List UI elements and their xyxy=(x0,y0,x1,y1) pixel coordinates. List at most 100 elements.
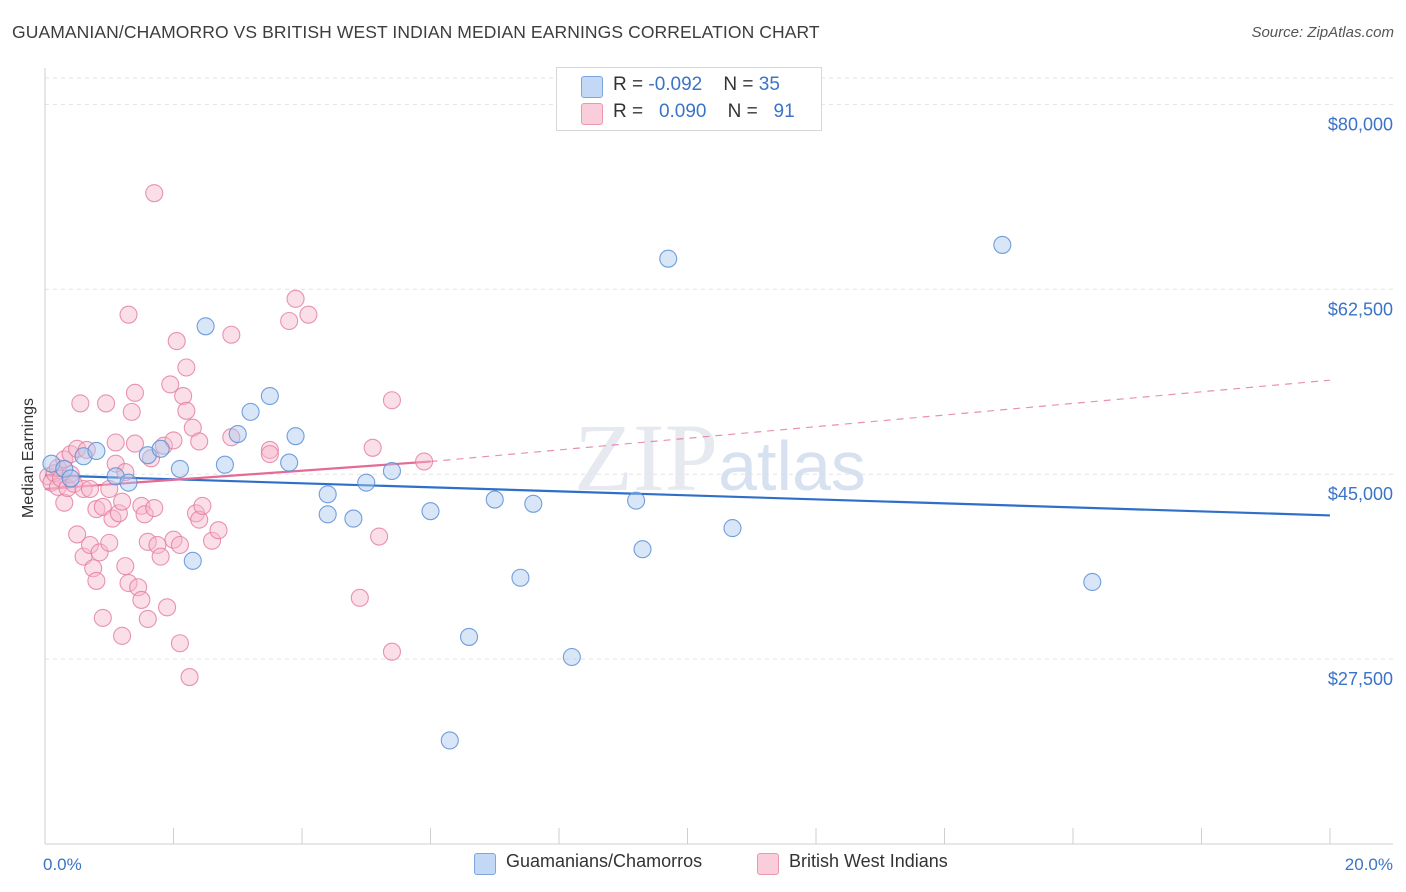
data-point xyxy=(260,445,279,464)
trend-line-guamanians xyxy=(44,474,1331,517)
data-point xyxy=(280,311,299,331)
legend-swatch-blue xyxy=(581,76,603,98)
chart-title: GUAMANIAN/CHAMORRO VS BRITISH WEST INDIA… xyxy=(12,22,820,42)
data-point xyxy=(151,439,170,458)
data-point xyxy=(174,386,193,406)
data-point xyxy=(68,525,87,544)
data-point xyxy=(138,532,157,551)
data-point xyxy=(164,431,183,450)
data-point xyxy=(145,498,164,518)
data-point xyxy=(61,469,80,488)
series-british-west-indians xyxy=(39,184,434,687)
data-point xyxy=(116,557,135,576)
legend-label-guamanians: Guamanians/Chamorros xyxy=(506,851,703,871)
legend-r-label: R = xyxy=(613,74,649,95)
data-point xyxy=(87,441,106,461)
data-point xyxy=(203,531,222,550)
source-label: Source: ZipAtlas.com xyxy=(1251,24,1394,41)
data-point xyxy=(370,527,389,546)
data-point xyxy=(382,642,402,661)
data-point xyxy=(119,573,138,593)
data-point xyxy=(193,496,212,515)
data-point xyxy=(87,571,106,590)
data-point xyxy=(228,425,247,444)
legend-label-british-west-indians: British West Indians xyxy=(789,851,948,871)
data-point xyxy=(109,504,128,523)
data-point xyxy=(357,473,376,492)
watermark: ZIPatlas xyxy=(574,404,866,511)
data-point xyxy=(723,519,742,538)
data-point xyxy=(280,453,299,472)
data-point xyxy=(96,394,116,413)
legend-n-value: 91 xyxy=(773,101,795,122)
legend-r-value: -0.092 xyxy=(648,74,703,95)
data-point xyxy=(170,535,189,555)
data-point xyxy=(93,497,112,517)
tick-labels: $27,500 $45,000 $62,500 $80,000 0.0% 20.0% xyxy=(43,114,1393,874)
data-point xyxy=(382,461,402,481)
data-point xyxy=(74,479,93,499)
data-point xyxy=(286,427,305,446)
data-point xyxy=(993,235,1012,254)
data-point xyxy=(350,588,369,607)
data-point xyxy=(148,535,167,555)
data-point xyxy=(167,332,186,351)
y-tick-label: $45,000 xyxy=(1328,484,1393,504)
trend-lines xyxy=(44,379,1331,517)
legend-n-value: 35 xyxy=(758,74,780,95)
data-point xyxy=(113,492,132,511)
data-point xyxy=(106,433,125,452)
data-point xyxy=(116,463,135,482)
data-point xyxy=(151,547,170,566)
data-point xyxy=(318,505,337,524)
legend-r-value: 0.090 xyxy=(658,101,707,122)
legend-swatch-pink xyxy=(581,103,603,125)
data-point xyxy=(100,533,119,552)
data-point xyxy=(421,502,440,521)
data-point xyxy=(241,402,260,421)
data-point xyxy=(382,391,402,410)
data-point xyxy=(158,598,177,617)
data-point xyxy=(415,452,434,471)
data-point xyxy=(286,289,305,308)
data-point xyxy=(177,358,196,377)
y-tick-label: $80,000 xyxy=(1328,114,1393,134)
y-tick-label: $62,500 xyxy=(1328,299,1393,319)
data-point xyxy=(190,432,209,451)
data-point xyxy=(113,626,132,645)
x-tick-label: 20.0% xyxy=(1345,855,1393,874)
data-point xyxy=(627,491,646,510)
data-point xyxy=(183,551,202,570)
gridlines xyxy=(45,77,1393,660)
data-point xyxy=(170,459,189,478)
data-point xyxy=(125,383,144,402)
data-point xyxy=(633,540,652,559)
series-guamanians-chamorros xyxy=(42,235,1102,750)
data-point xyxy=(119,305,138,324)
data-point xyxy=(177,401,196,420)
data-point xyxy=(90,543,109,562)
data-point xyxy=(80,535,100,555)
data-point xyxy=(260,440,279,459)
data-point xyxy=(511,568,530,587)
data-point xyxy=(145,184,164,203)
data-point xyxy=(132,590,151,609)
data-point xyxy=(119,473,138,492)
data-point xyxy=(344,509,363,528)
trend-line-british-west-indians-extended xyxy=(430,379,1331,463)
data-point xyxy=(524,494,543,513)
data-point xyxy=(135,505,154,524)
data-point xyxy=(125,434,144,453)
x-tick-label: 0.0% xyxy=(43,855,82,874)
data-point xyxy=(170,634,189,653)
data-point xyxy=(1083,572,1102,592)
data-point xyxy=(68,439,87,458)
data-point xyxy=(215,455,234,474)
data-point xyxy=(562,647,581,667)
data-point xyxy=(180,668,199,687)
data-point xyxy=(93,608,112,627)
data-point xyxy=(209,521,228,540)
legend-n-label: N = xyxy=(727,101,763,122)
data-point xyxy=(71,394,90,413)
data-point xyxy=(80,479,100,499)
